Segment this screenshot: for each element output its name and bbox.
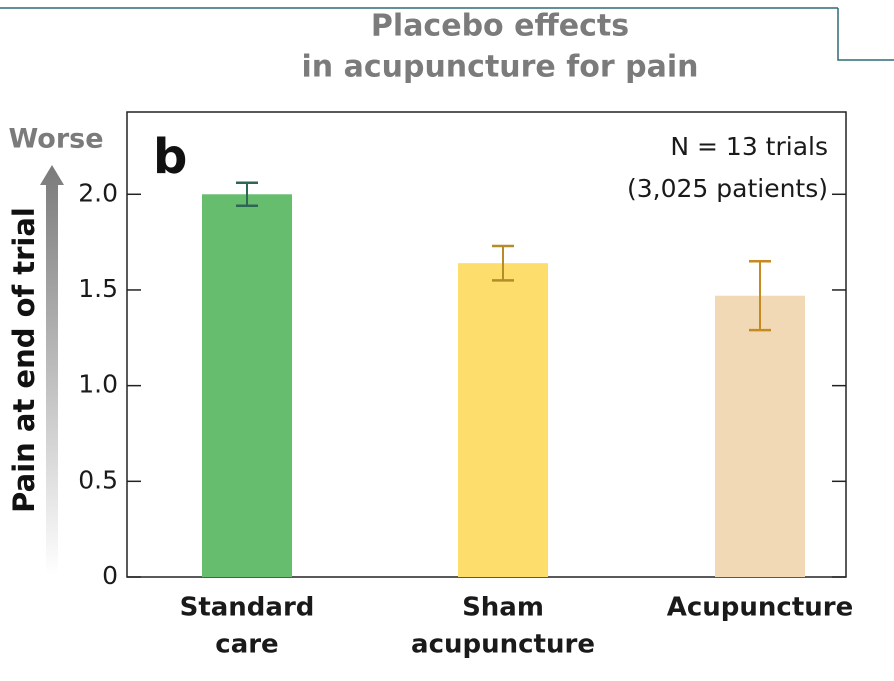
y-tick-label: 1.5 [78,274,118,303]
corner-box [837,8,894,61]
annotation: N = 13 trials [670,132,828,161]
y-axis-label: Pain at end of trial [7,207,41,513]
bar [458,263,548,577]
bar [202,194,292,578]
y-tick-label: 2.0 [78,178,118,207]
chart-title: in acupuncture for pain [302,50,699,85]
direction-label: Worse [8,124,103,155]
annotation: (3,025 patients) [627,174,828,203]
x-tick-label: acupuncture [411,630,595,660]
x-tick-label: Standard [180,593,315,623]
y-tick-label: 0.5 [78,465,118,494]
direction-arrow [40,165,64,575]
panel-label: b [153,129,187,185]
bar [715,295,805,577]
x-tick-label: Acupuncture [667,593,853,623]
y-tick-label: 1.0 [78,370,118,399]
y-tick-label: 0 [102,561,118,590]
chart-title: Placebo effects [371,9,629,44]
x-tick-label: Sham [462,593,544,623]
x-tick-label: care [215,630,278,660]
